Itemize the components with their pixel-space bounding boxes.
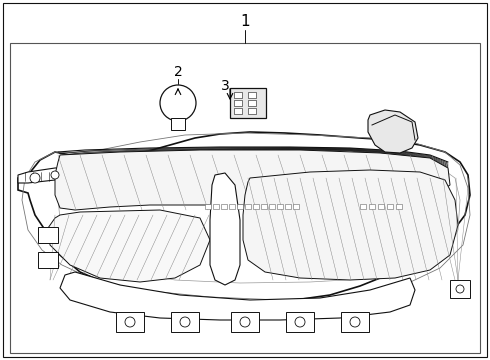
Bar [277, 204, 283, 209]
Bar [248, 100, 256, 106]
Bar [269, 204, 275, 209]
Bar [229, 204, 235, 209]
Bar [213, 204, 219, 209]
Polygon shape [18, 167, 80, 183]
Polygon shape [55, 150, 450, 210]
Bar [231, 312, 259, 332]
Circle shape [295, 317, 305, 327]
Bar [116, 312, 144, 332]
Polygon shape [18, 132, 470, 303]
Bar [205, 204, 211, 209]
Text: 1: 1 [240, 14, 250, 30]
Bar [378, 204, 384, 209]
Bar [171, 118, 185, 130]
Bar [10, 43, 480, 353]
Circle shape [30, 173, 40, 183]
Text: 2: 2 [173, 65, 182, 79]
Bar [360, 204, 366, 209]
Bar [387, 204, 393, 209]
Polygon shape [210, 173, 240, 285]
Bar [341, 312, 369, 332]
Bar [285, 204, 291, 209]
Text: 3: 3 [220, 79, 229, 93]
Bar [450, 280, 470, 298]
Bar [245, 204, 251, 209]
Bar [234, 100, 242, 106]
Circle shape [350, 317, 360, 327]
Bar [369, 204, 375, 209]
Bar [38, 227, 58, 243]
Bar [261, 204, 267, 209]
Polygon shape [48, 210, 210, 282]
Bar [171, 312, 199, 332]
Circle shape [51, 171, 59, 179]
Bar [248, 92, 256, 98]
Bar [253, 204, 259, 209]
Bar [396, 204, 402, 209]
Bar [286, 312, 314, 332]
Circle shape [240, 317, 250, 327]
Circle shape [456, 285, 464, 293]
Bar [248, 108, 256, 114]
Bar [237, 204, 243, 209]
Polygon shape [60, 272, 415, 320]
Circle shape [125, 317, 135, 327]
Bar [293, 204, 299, 209]
Polygon shape [243, 170, 458, 280]
Bar [221, 204, 227, 209]
Bar [234, 92, 242, 98]
Circle shape [160, 85, 196, 121]
Bar [38, 252, 58, 268]
Bar [230, 88, 266, 118]
Circle shape [180, 317, 190, 327]
Polygon shape [368, 110, 418, 153]
Bar [234, 108, 242, 114]
